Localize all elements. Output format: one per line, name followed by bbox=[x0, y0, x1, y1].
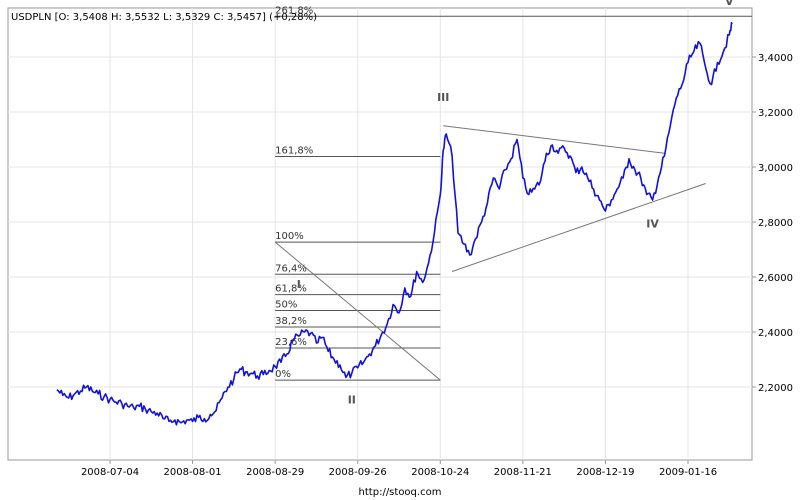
fibonacci-label: 261,8% bbox=[275, 5, 313, 16]
fibonacci-label: 61,8% bbox=[275, 284, 307, 295]
y-tick-label: 2,8000 bbox=[758, 218, 793, 229]
y-tick-label: 2,4000 bbox=[758, 328, 793, 339]
y-tick-label: 3,0000 bbox=[758, 163, 793, 174]
y-tick-label: 2,2000 bbox=[758, 383, 793, 394]
x-tick-label: 2008-08-29 bbox=[246, 467, 304, 478]
x-tick-label: 2009-01-16 bbox=[659, 467, 717, 478]
fibonacci-label: 76,4% bbox=[275, 263, 307, 274]
x-tick-label: 2008-09-26 bbox=[329, 467, 387, 478]
price-line bbox=[56, 21, 733, 426]
wave-label: III bbox=[437, 91, 449, 104]
y-axis: 2,2000 2,4000 2,6000 2,8000 3,0000 3,2000 3,40… bbox=[752, 53, 793, 394]
source-link[interactable]: http://stooq.com bbox=[359, 487, 442, 498]
y-tick-label: 3,2000 bbox=[758, 108, 793, 119]
x-tick-label: 2008-08-01 bbox=[164, 467, 222, 478]
plot-frame bbox=[7, 7, 753, 461]
x-tick-label: 2008-10-24 bbox=[411, 467, 469, 478]
wave-label: I bbox=[297, 278, 301, 291]
x-tick-label: 2008-12-19 bbox=[576, 467, 634, 478]
x-tick-label: 2008-11-21 bbox=[494, 467, 552, 478]
trend-line bbox=[443, 125, 665, 154]
trend-line bbox=[451, 183, 706, 272]
wave-label: V bbox=[725, 0, 734, 8]
x-tick-label: 2008-07-04 bbox=[81, 467, 139, 478]
y-tick-label: 3,4000 bbox=[758, 53, 793, 64]
fibonacci-label: 161,8% bbox=[275, 146, 313, 157]
x-axis: 2008-07-04 2008-08-01 2008-08-29 2008-09-26… bbox=[81, 460, 717, 478]
y-tick-label: 2,6000 bbox=[758, 273, 793, 284]
trend-lines bbox=[274, 125, 706, 381]
trend-line bbox=[274, 241, 441, 381]
price-series bbox=[56, 21, 733, 426]
wave-label: II bbox=[348, 394, 356, 407]
chart-title: USDPLN [O: 3,5408 H: 3,5532 L: 3,5329 C:… bbox=[11, 12, 317, 23]
wave-label: IV bbox=[646, 218, 659, 231]
grid bbox=[8, 8, 752, 460]
fibonacci-label: 100% bbox=[275, 231, 304, 242]
fibonacci-label: 38,2% bbox=[275, 316, 307, 327]
fibonacci-label: 50% bbox=[275, 300, 297, 311]
fibonacci-label: 0% bbox=[275, 369, 291, 380]
